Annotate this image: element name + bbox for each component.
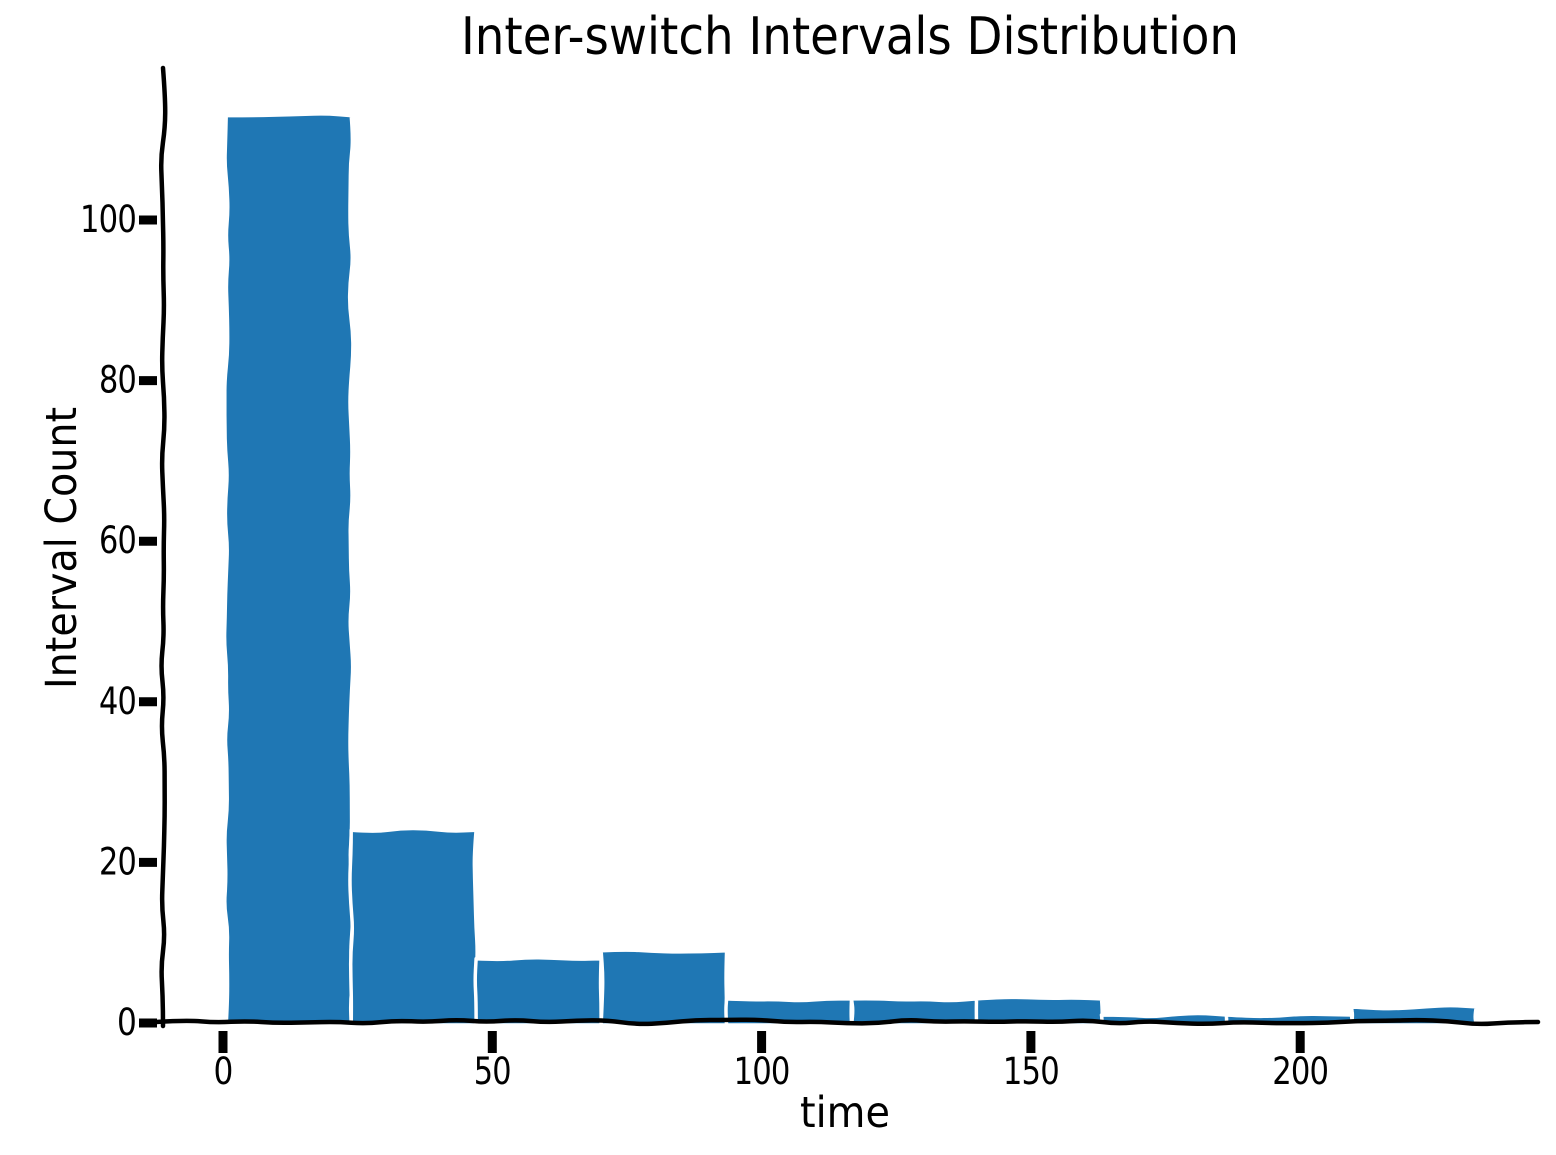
x-axis-label: time [800, 1088, 890, 1138]
ticks-layer [139, 215, 1305, 1053]
tick-labels-layer: 0 20 40 60 80 100 0 50 100 150 200 [80, 198, 1329, 1093]
y-axis-spine [158, 65, 168, 1029]
chart-title: Inter-switch Intervals Distribution [461, 7, 1239, 67]
x-axis-spine [153, 1017, 1541, 1027]
x-tick-label: 0 [214, 1050, 233, 1093]
histogram-bar [222, 112, 355, 1027]
histogram-bar [974, 995, 1104, 1027]
axes-layer [153, 65, 1541, 1029]
bars-layer [222, 112, 1479, 1027]
histogram-bar [599, 948, 729, 1027]
x-tick-label: 50 [474, 1050, 511, 1093]
x-tick-label: 200 [1272, 1050, 1328, 1093]
y-tick-label: 20 [99, 840, 136, 883]
y-tick-label: 80 [99, 359, 136, 402]
y-axis-label: Interval Count [37, 407, 87, 689]
histogram-bar [348, 826, 479, 1027]
y-tick-label: 0 [117, 1001, 136, 1044]
y-tick-label: 60 [99, 519, 136, 562]
x-tick-label: 100 [734, 1050, 790, 1093]
histogram-bar [473, 955, 603, 1027]
x-tick-label: 150 [1003, 1050, 1059, 1093]
y-tick-label: 40 [99, 680, 136, 723]
y-tick-label: 100 [80, 198, 136, 241]
